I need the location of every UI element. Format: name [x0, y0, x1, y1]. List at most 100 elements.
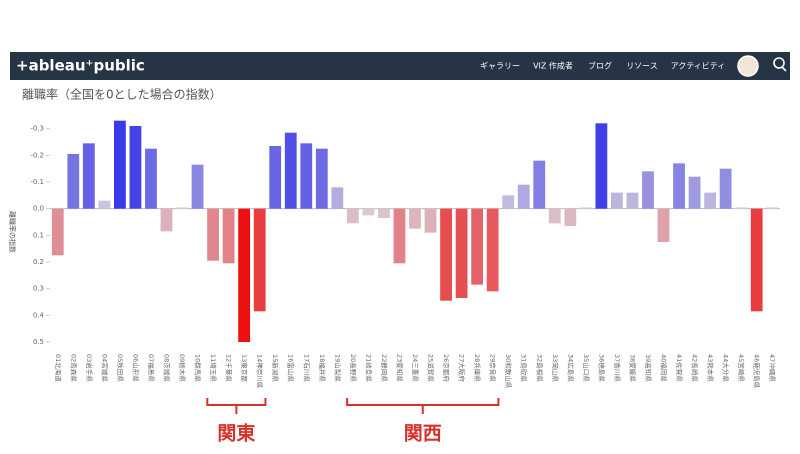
nav-item[interactable]: リソース — [626, 62, 658, 71]
nav-item[interactable]: VIZ 作成者 — [533, 61, 573, 71]
x-tick-label: 25滋賀県 — [427, 354, 436, 382]
x-tick-label: 11埼玉県 — [209, 354, 218, 382]
bar — [191, 164, 204, 209]
y-tick-label: 0.4 — [33, 311, 45, 319]
bracket — [206, 398, 267, 414]
x-tick-label: 33岡山県 — [551, 354, 560, 382]
bar — [657, 208, 670, 242]
x-tick-label: 34広島県 — [566, 354, 575, 382]
bar — [129, 126, 142, 209]
bar — [642, 171, 654, 209]
x-tick-label: 01北海道 — [54, 354, 63, 382]
bar — [300, 143, 313, 209]
bar — [362, 208, 375, 216]
bar — [98, 200, 111, 209]
x-tick-label: 09栃木県 — [178, 354, 187, 382]
x-tick-label: 20長野県 — [349, 354, 357, 382]
x-tick-label: 30和歌山県 — [504, 354, 513, 389]
y-tick-label: 0.2 — [33, 258, 44, 266]
y-tick-label: 0.3 — [33, 285, 44, 293]
bar — [673, 163, 685, 209]
bar — [502, 195, 515, 209]
x-tick-label: 45宮崎県 — [737, 354, 746, 382]
bar — [113, 120, 126, 209]
x-tick-label: 05秋田県 — [116, 354, 125, 382]
bar — [564, 208, 577, 226]
x-tick-label: 28兵庫県 — [473, 354, 482, 382]
bar — [331, 187, 344, 209]
x-tick-label: 07福島県 — [147, 354, 156, 382]
bar — [145, 148, 157, 209]
avatar[interactable] — [737, 55, 759, 77]
x-tick-label: 47沖縄県 — [768, 354, 777, 382]
nav-item[interactable]: ギャラリー — [480, 62, 520, 71]
chart-title: 離職率（全国を0とした場合の指数） — [22, 87, 222, 102]
x-tick-label: 27大阪府 — [458, 354, 467, 382]
bar — [611, 192, 623, 209]
bar — [704, 192, 717, 209]
logo[interactable]: +ableau⁺public — [16, 57, 145, 75]
nav-item[interactable]: ブログ — [588, 61, 612, 71]
nav-items: ギャラリー VIZ 作成者 ブログ リソース アクティビティ — [480, 61, 725, 71]
nav-item[interactable]: アクティビティ — [671, 62, 726, 71]
bar — [409, 208, 421, 229]
navbar — [10, 52, 790, 80]
x-tick-label: 41佐賀県 — [675, 354, 684, 382]
region-label: 関東 — [217, 422, 255, 445]
bar — [533, 160, 546, 209]
x-tick-label: 38愛媛県 — [628, 354, 637, 382]
bar — [766, 207, 779, 209]
search-icon-handle — [781, 66, 787, 72]
bar — [626, 192, 639, 209]
bar — [82, 143, 95, 209]
x-tick-label: 32島根県 — [535, 354, 544, 382]
x-tick-label: 35山口県 — [582, 354, 591, 382]
bar — [735, 207, 748, 209]
x-tick-label: 16富山県 — [287, 354, 296, 382]
bar — [750, 208, 763, 312]
x-tick-label: 44大分県 — [722, 354, 731, 382]
bar — [486, 208, 499, 292]
bar — [579, 207, 592, 209]
y-tick-label: -0.1 — [30, 178, 44, 186]
bar — [424, 208, 437, 233]
bar — [176, 207, 188, 209]
bar — [315, 148, 328, 209]
bar — [393, 208, 406, 264]
x-tick-label: 19山梨県 — [333, 354, 342, 382]
x-tick-label: 13東京都 — [240, 354, 249, 382]
bar — [455, 208, 468, 298]
y-tick-label: -0.3 — [30, 125, 44, 133]
x-tick-label: 21岐阜県 — [364, 354, 373, 382]
search-icon[interactable] — [773, 57, 785, 69]
bar — [207, 208, 219, 261]
y-tick-label: 0.0 — [33, 205, 44, 213]
x-tick-label: 26京都府 — [442, 354, 451, 382]
x-tick-label: 08茨城県 — [162, 354, 171, 382]
x-tick-label: 03岩手県 — [85, 354, 94, 382]
x-tick-label: 42長崎県 — [691, 354, 700, 382]
bar — [471, 208, 484, 285]
x-tick-label: 43熊本県 — [706, 354, 715, 382]
x-tick-label: 02青森県 — [69, 354, 78, 382]
x-tick-label: 12千葉県 — [225, 354, 234, 382]
bar — [269, 146, 282, 209]
x-tick-label: 06山形県 — [131, 354, 140, 382]
x-tick-label: 22静岡県 — [380, 354, 389, 382]
x-tick-label: 18福井県 — [318, 354, 327, 382]
x-tick-label: 17石川県 — [302, 354, 310, 382]
y-tick-label: 0.1 — [33, 231, 44, 239]
bar — [222, 208, 235, 264]
bar — [238, 208, 251, 342]
bar — [595, 123, 608, 209]
x-tick-label: 24三重県 — [411, 354, 419, 382]
bracket — [346, 398, 500, 414]
x-tick-label: 14神奈川県 — [256, 354, 265, 389]
x-tick-label: 10群馬県 — [194, 354, 203, 382]
region-label: 関西 — [404, 423, 442, 445]
bar — [688, 176, 701, 209]
bar — [548, 208, 561, 224]
bar — [51, 208, 64, 256]
